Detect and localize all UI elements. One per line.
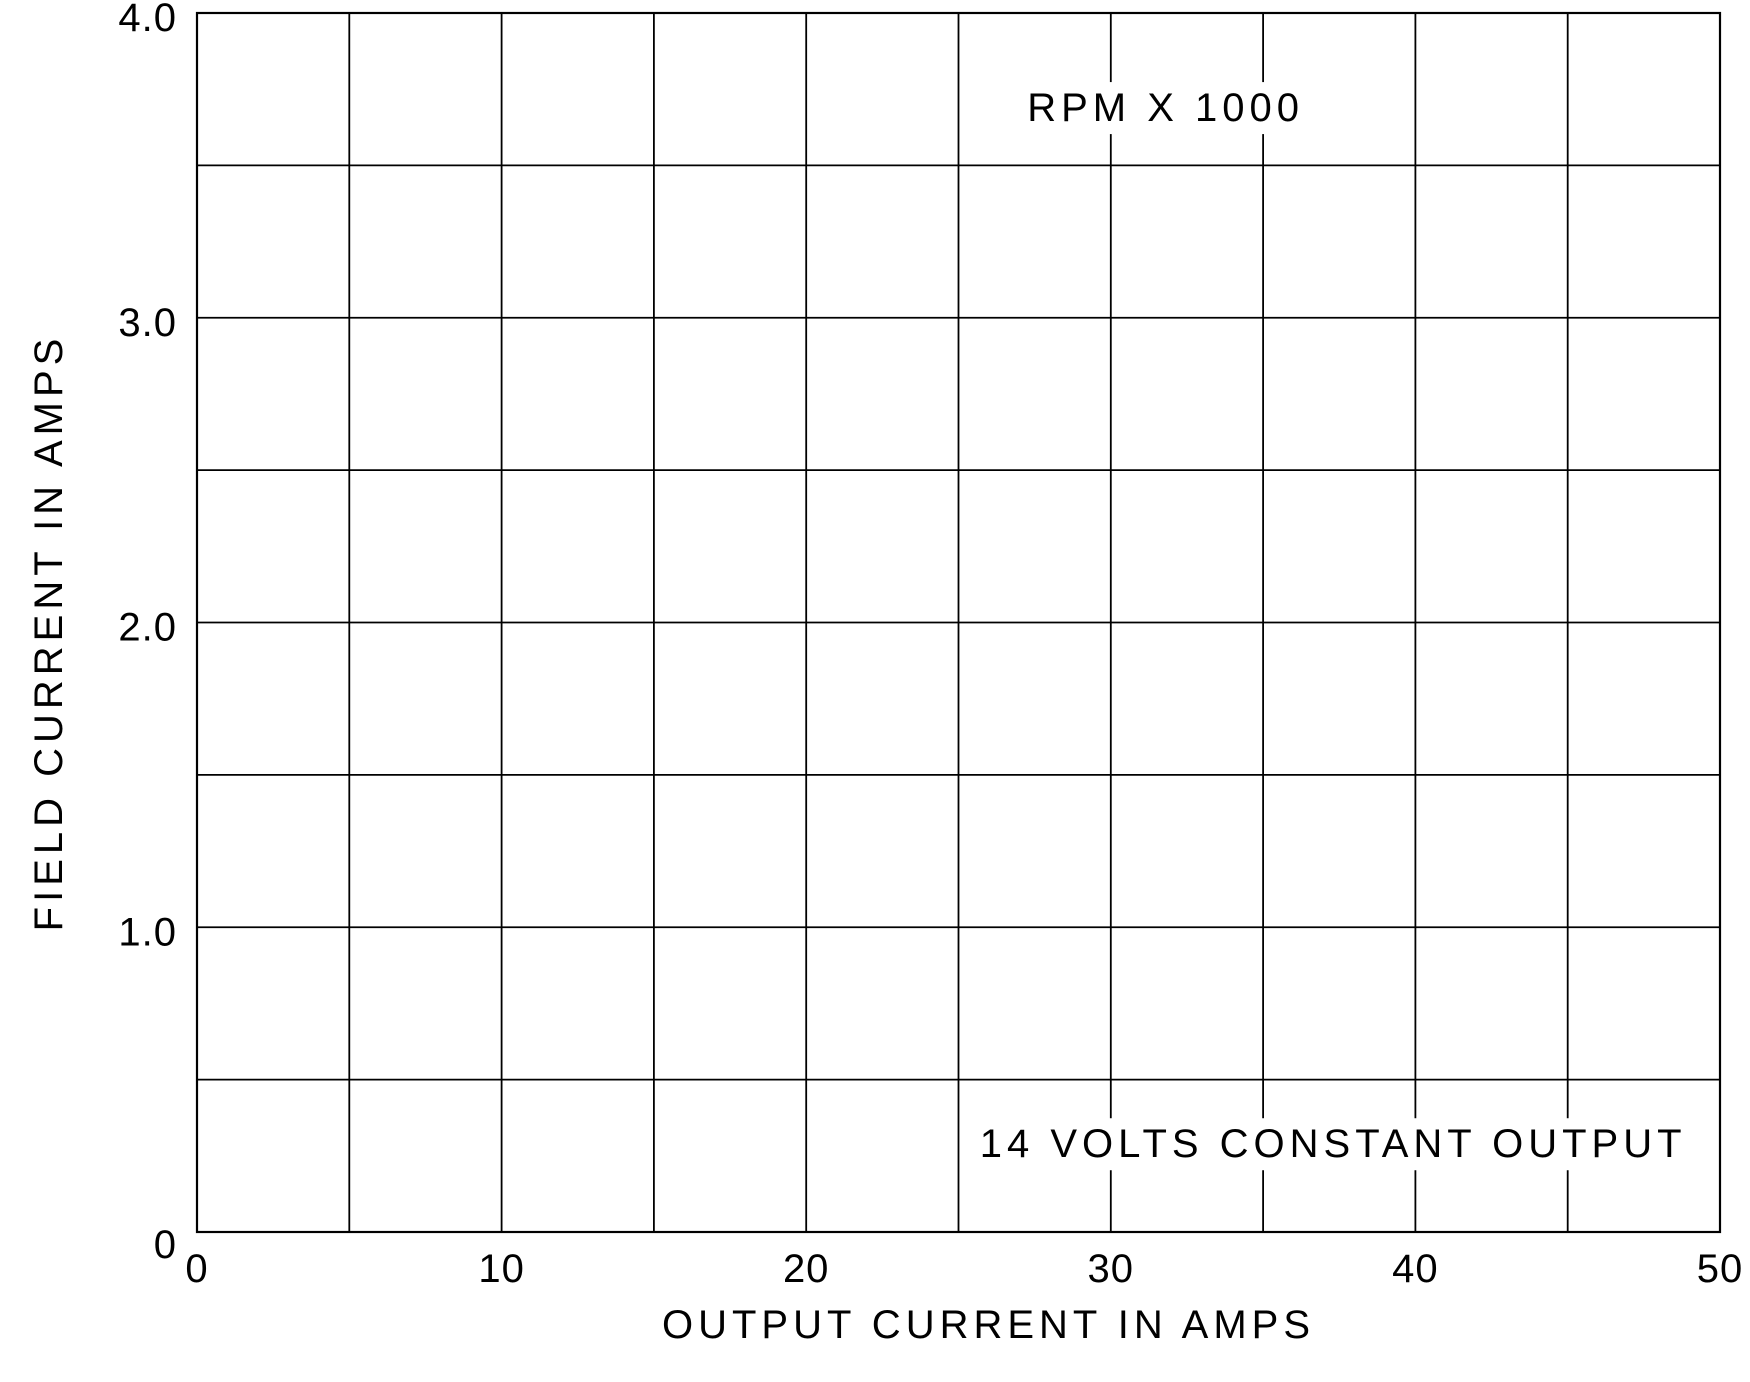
annotation-text: 14 VOLTS CONSTANT OUTPUT <box>980 1122 1687 1166</box>
x-tick-label: 10 <box>478 1247 525 1291</box>
tick-labels: 0 10 20 30 40 50 0 1.0 2.0 3.0 4.0 <box>118 0 1744 1291</box>
y-tick-label: 4.0 <box>118 0 177 40</box>
x-tick-label: 40 <box>1392 1247 1439 1291</box>
annotations: RPM X 1000 14 VOLTS CONSTANT OUTPUT <box>971 82 1695 1171</box>
y-tick-label: 2.0 <box>118 606 177 650</box>
x-tick-label: 20 <box>783 1247 830 1291</box>
y-tick-label: 0 <box>154 1223 177 1267</box>
plot-frame <box>195 11 1722 1234</box>
annotation-knockout <box>971 1118 1695 1171</box>
x-axis-label: OUTPUT CURRENT IN AMPS <box>662 1303 1315 1347</box>
annotation-text: RPM X 1000 <box>1027 86 1304 130</box>
x-tick-label: 50 <box>1697 1247 1744 1291</box>
annotation-knockout <box>1019 82 1313 135</box>
x-tick-label: 30 <box>1088 1247 1135 1291</box>
annotation: RPM X 1000 <box>1019 82 1313 135</box>
grid <box>197 13 1720 1232</box>
annotation: 14 VOLTS CONSTANT OUTPUT <box>971 1118 1695 1171</box>
y-axis-label: FIELD CURRENT IN AMPS <box>27 334 71 932</box>
y-tick-label: 3.0 <box>118 301 177 345</box>
y-tick-label: 1.0 <box>118 910 177 954</box>
x-tick-label: 0 <box>185 1247 208 1291</box>
